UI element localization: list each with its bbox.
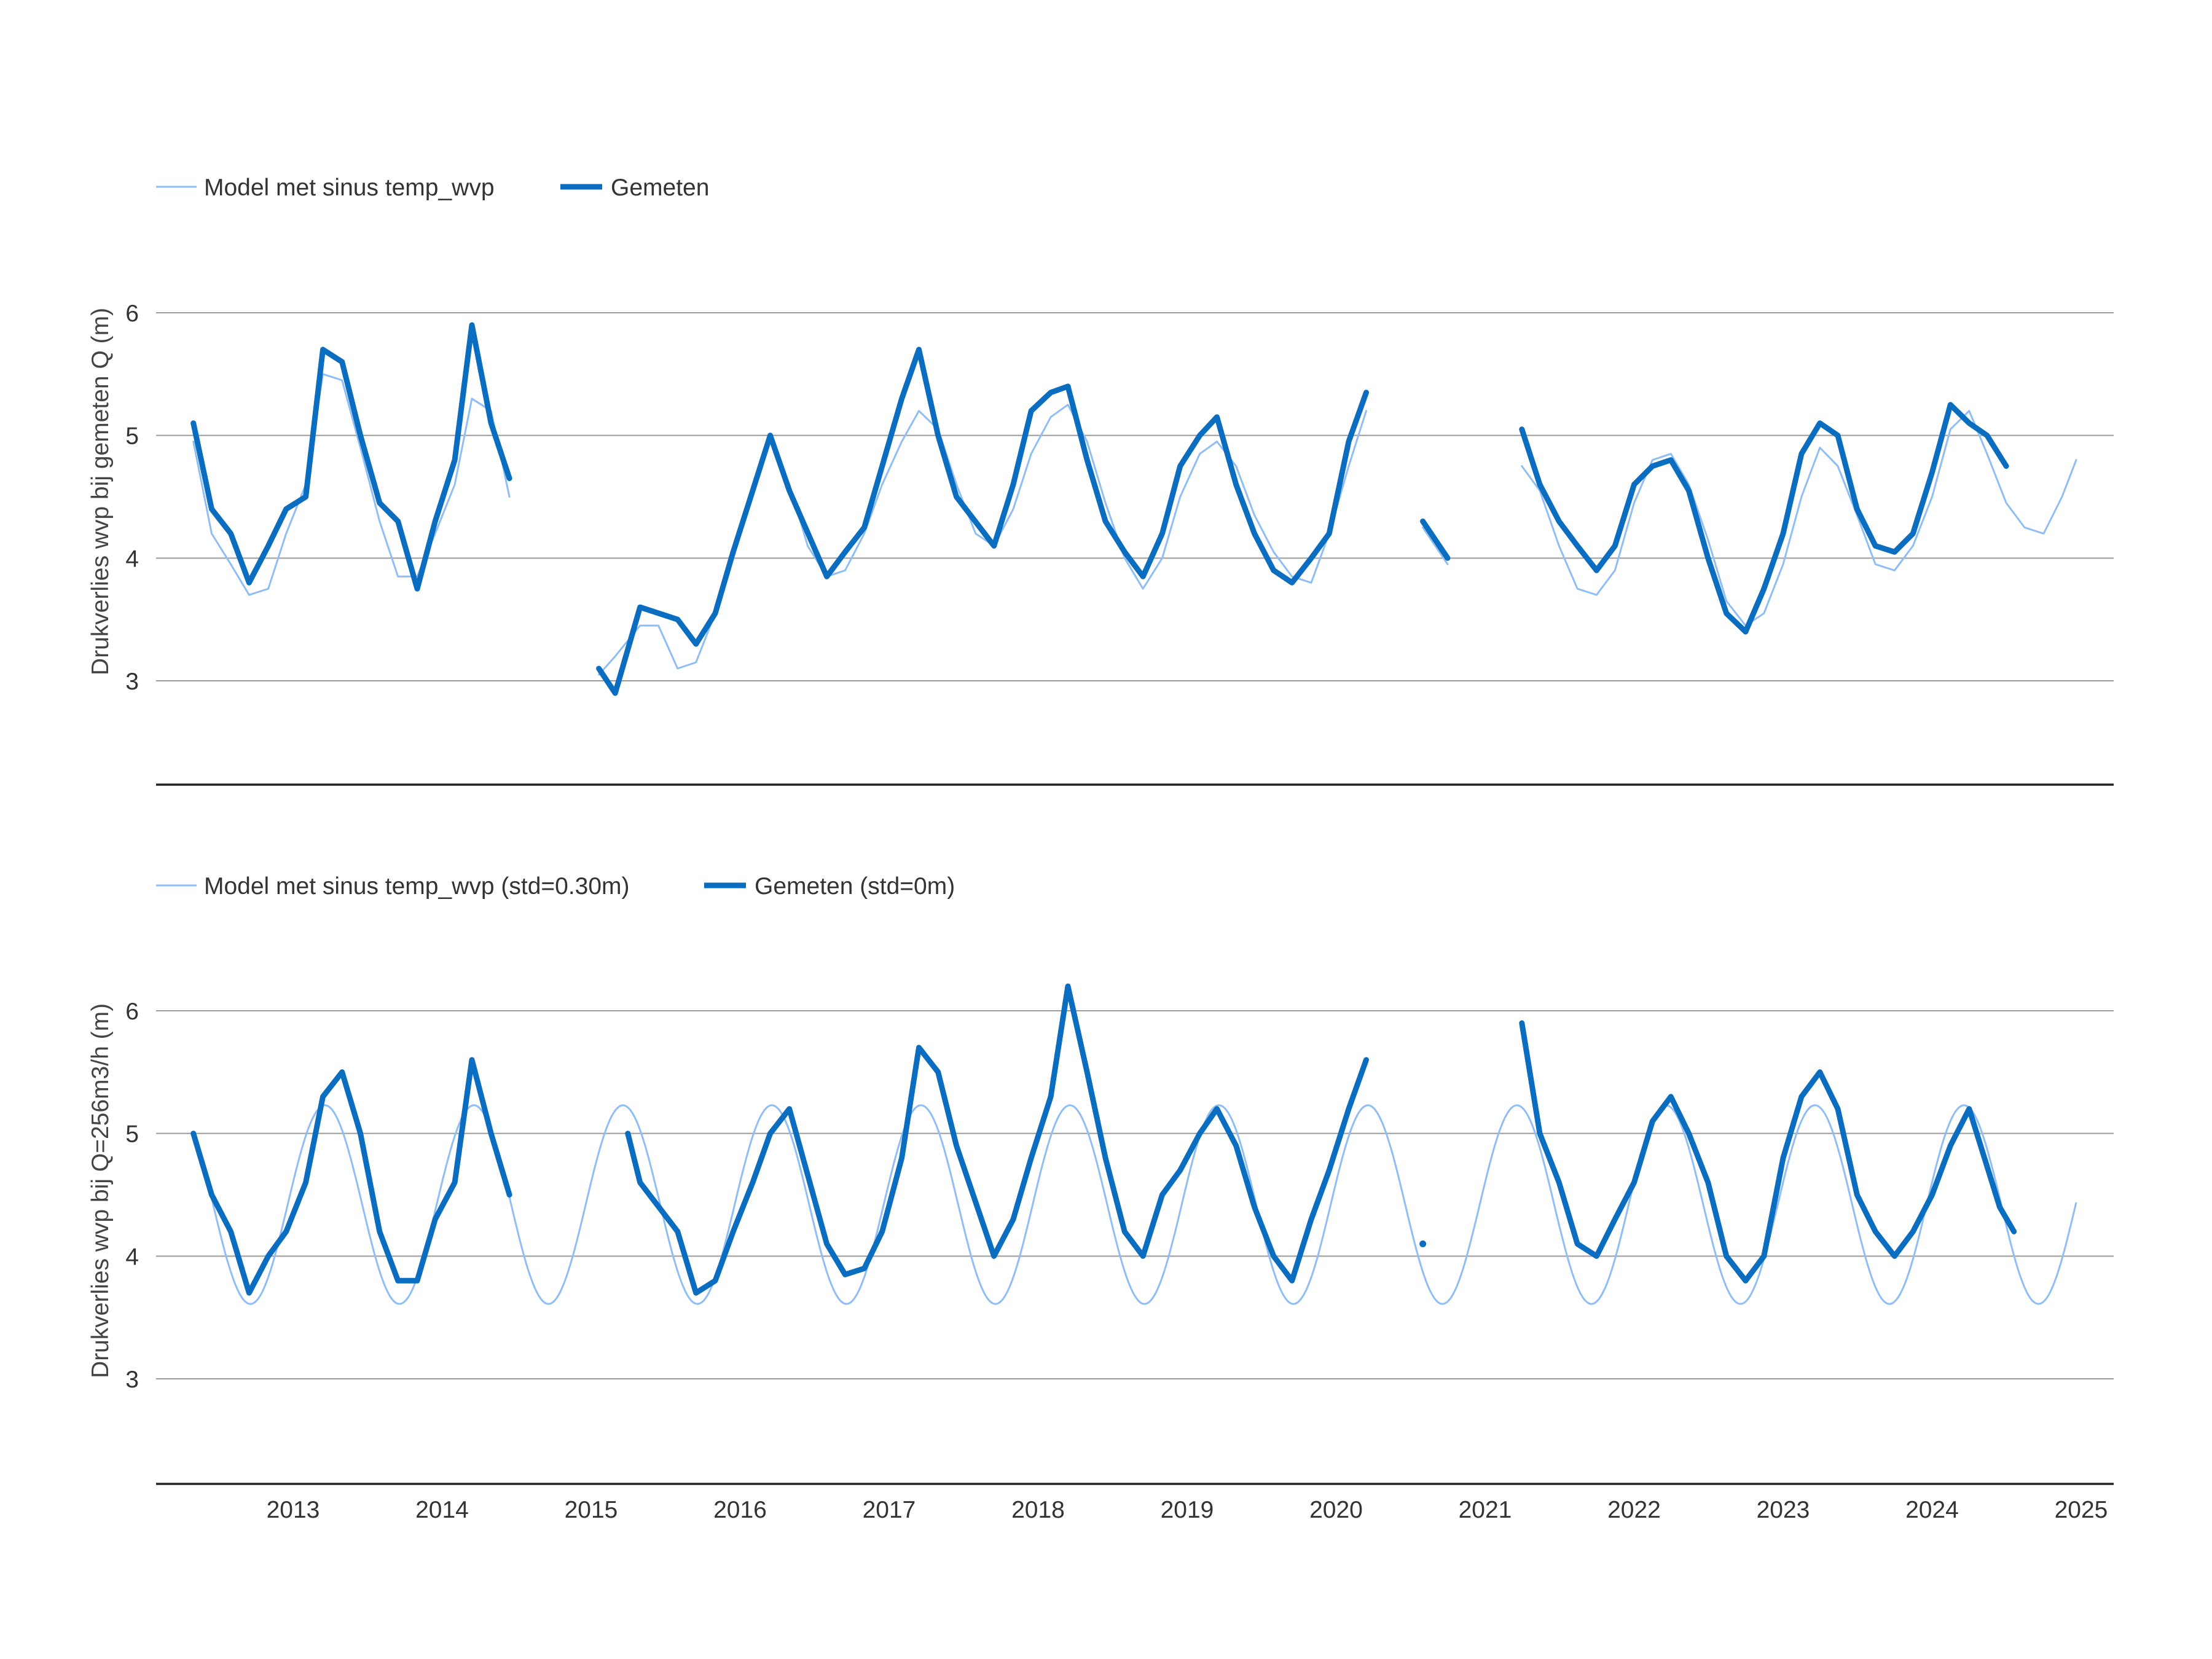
y-tick-label: 6 <box>125 300 139 327</box>
x-tick-label: 2021 <box>1459 1497 1512 1523</box>
x-tick-label: 2025 <box>2055 1497 2108 1523</box>
y-gridlines <box>156 312 2114 681</box>
x-tick-label: 2020 <box>1309 1497 1363 1523</box>
series-line-model <box>598 404 1367 676</box>
legend-label-measured: Gemeten (std=0m) <box>755 873 955 900</box>
series-line-model <box>192 373 511 596</box>
x-tick-label: 2018 <box>1011 1497 1065 1523</box>
y-gridlines <box>156 1010 2114 1379</box>
legend-label-model: Model met sinus temp_wvp (std=0.30m) <box>204 873 630 900</box>
x-tick-label: 2015 <box>565 1497 618 1523</box>
y-tick-label: 6 <box>125 998 139 1025</box>
series-line-measured <box>1420 518 1451 561</box>
x-tick-label: 2013 <box>267 1497 320 1523</box>
x-tick-labels: 2013 2014 2015 2016 2017 2018 2019 2020 2021 2022… <box>267 1497 2108 1523</box>
x-tick-label: 2017 <box>863 1497 916 1523</box>
series-line-measured <box>1519 1020 2017 1284</box>
series-line-measured <box>596 347 1369 696</box>
series-line-model <box>1521 410 2077 627</box>
legend-label-model: Model met sinus temp_wvp <box>204 175 495 201</box>
series-line-measured-point <box>1419 1240 1427 1247</box>
y-tick-labels: 3 4 5 6 <box>125 300 139 695</box>
series-line-measured <box>190 322 512 592</box>
y-tick-label: 3 <box>125 1367 139 1393</box>
y-axis-title: Drukverlies wvp bij Q=256m3/h (m) <box>87 1003 114 1378</box>
x-tick-label: 2024 <box>1905 1497 1959 1523</box>
x-tick-label: 2022 <box>1607 1497 1661 1523</box>
y-tick-label: 5 <box>125 1121 139 1148</box>
y-tick-label: 4 <box>125 1244 139 1270</box>
x-tick-label: 2016 <box>713 1497 767 1523</box>
legend-label-measured: Gemeten <box>611 175 709 201</box>
panel-normalized-q: Model met sinus temp_wvp (std=0.30m) Gem… <box>87 873 2114 1523</box>
legend: Model met sinus temp_wvp Gemeten <box>156 175 709 201</box>
x-tick-label: 2023 <box>1757 1497 1810 1523</box>
series-line-measured <box>1519 402 2009 635</box>
y-tick-labels: 3 4 5 6 <box>125 998 139 1393</box>
series-line-model <box>1422 526 1449 565</box>
series-line-measured <box>625 983 1369 1296</box>
panel-measured-q: Model met sinus temp_wvp Gemeten 3 4 5 6 Dr… <box>87 175 2114 786</box>
y-axis-title: Drukverlies wvp bij gemeten Q (m) <box>87 308 114 675</box>
y-tick-label: 3 <box>125 669 139 695</box>
series-layer <box>190 322 2077 696</box>
series-layer <box>190 983 2077 1305</box>
series-line-measured <box>190 1057 512 1296</box>
legend: Model met sinus temp_wvp (std=0.30m) Gem… <box>156 873 955 900</box>
x-tick-label: 2019 <box>1161 1497 1214 1523</box>
y-tick-label: 5 <box>125 423 139 450</box>
x-tick-label: 2014 <box>415 1497 469 1523</box>
y-tick-label: 4 <box>125 546 139 572</box>
series-line-model <box>192 1104 2077 1305</box>
